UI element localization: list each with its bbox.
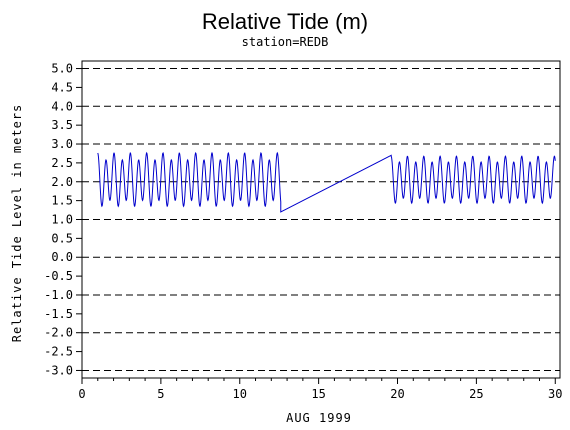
y-axis-label: Relative Tide Level in meters xyxy=(10,104,24,343)
y-tick-label: 2.0 xyxy=(51,175,73,189)
y-axis: 5.0 4.5 4.0 3.5 3.0 2.5 2.0 1.5 1.0 0.5 0.0 -0.5 -1.… xyxy=(44,62,82,377)
y-tick-label: 3.0 xyxy=(51,137,73,151)
y-tick-label: 5.0 xyxy=(51,62,73,76)
y-tick-label: 3.5 xyxy=(51,118,73,132)
x-tick-label: 5 xyxy=(157,387,164,401)
x-axis-label: AUG 1999 xyxy=(286,411,352,425)
x-tick-label: 25 xyxy=(469,387,483,401)
chart-title: Relative Tide (m) xyxy=(202,9,368,34)
x-tick-label: 20 xyxy=(390,387,404,401)
y-tick-label: 2.5 xyxy=(51,156,73,170)
y-tick-label: 4.0 xyxy=(51,99,73,113)
y-tick-label: -2.0 xyxy=(44,326,73,340)
x-tick-label: 30 xyxy=(548,387,562,401)
chart-subtitle: station=REDB xyxy=(242,35,329,49)
x-axis: 0 5 10 15 20 25 30 xyxy=(78,378,562,401)
y-tick-label: 1.5 xyxy=(51,194,73,208)
series-group xyxy=(97,151,556,213)
y-tick-label: 1.0 xyxy=(51,213,73,227)
y-tick-label: -0.5 xyxy=(44,269,73,283)
plot-frame xyxy=(81,60,561,379)
y-tick-label: -1.5 xyxy=(44,307,73,321)
x-tick-label: 0 xyxy=(78,387,85,401)
x-tick-label: 10 xyxy=(233,387,247,401)
y-tick-label: -3.0 xyxy=(44,363,73,377)
y-tick-label: -2.5 xyxy=(44,345,73,359)
y-tick-label: -1.0 xyxy=(44,288,73,302)
y-tick-label: 4.5 xyxy=(51,80,73,94)
x-tick-label: 15 xyxy=(311,387,325,401)
y-tick-label: 0.0 xyxy=(51,250,73,264)
series-line-relative-tide xyxy=(97,151,556,213)
grid-lines xyxy=(82,68,560,371)
y-tick-label: 0.5 xyxy=(51,231,73,245)
